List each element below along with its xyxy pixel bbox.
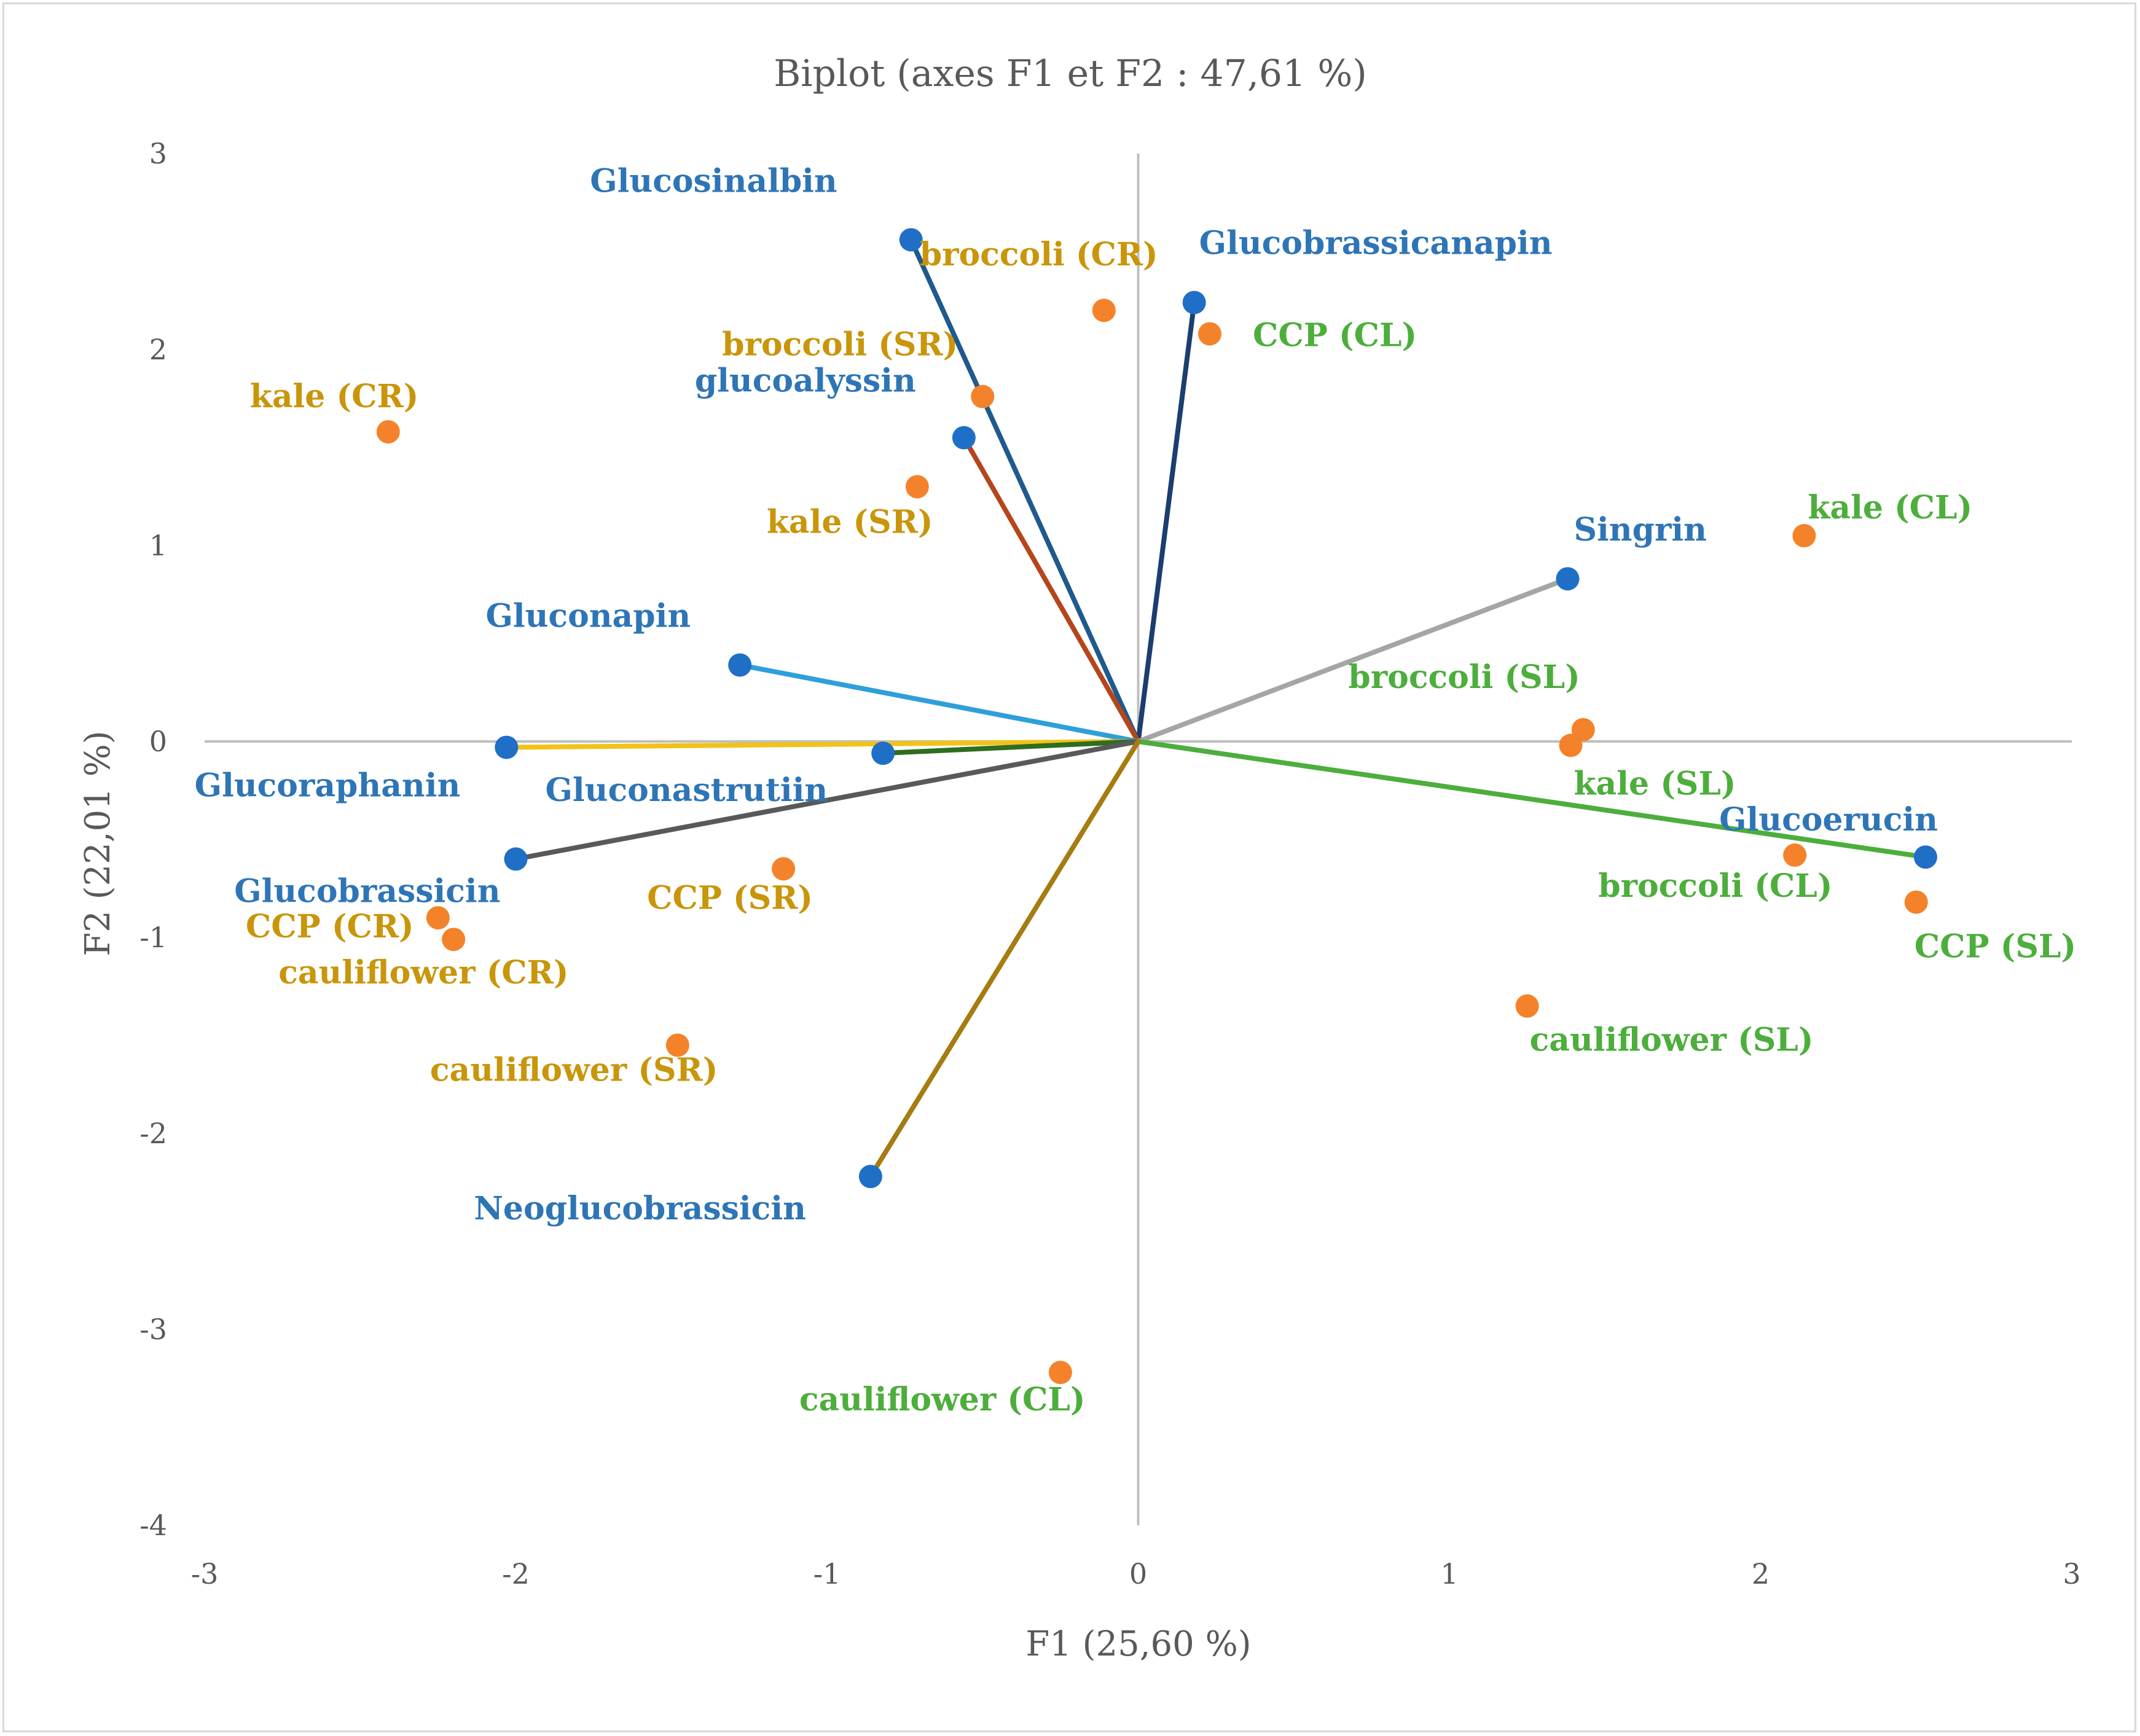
vector-neoglucobrassicin bbox=[868, 739, 1141, 1179]
y-tick-label: -4 bbox=[139, 1509, 167, 1542]
observation-point-ccp-sl bbox=[1904, 890, 1928, 914]
variable-label-glucobrassicin: Glucobrassicin bbox=[234, 872, 500, 910]
y-tick-label: -3 bbox=[139, 1313, 167, 1346]
observation-label-ccp-sl: CCP (SL) bbox=[1915, 928, 2076, 966]
observation-label-broccoli-cl: broccoli (CL) bbox=[1598, 867, 1832, 905]
x-tick-label: 0 bbox=[1129, 1557, 1147, 1590]
observation-point-broccoli-cr bbox=[1092, 299, 1116, 323]
y-tick-label: 3 bbox=[149, 137, 167, 170]
observation-label-kale-sr: kale (SR) bbox=[767, 503, 933, 541]
y-tick-label: 1 bbox=[149, 529, 167, 562]
x-tick-label: 2 bbox=[1752, 1557, 1770, 1590]
variable-point-glucoerucin bbox=[1913, 845, 1937, 869]
x-tick-label: -1 bbox=[813, 1557, 841, 1590]
observation-label-cauliflower-sr: cauliflower (SR) bbox=[430, 1051, 718, 1089]
observation-label-broccoli-sl: broccoli (SL) bbox=[1348, 659, 1580, 696]
vector-gluconapin bbox=[737, 662, 1141, 744]
variable-point-gluconastrutiin bbox=[871, 741, 895, 765]
variable-point-glucobrassicin bbox=[504, 847, 528, 871]
observation-label-kale-cl: kale (CL) bbox=[1808, 489, 1972, 526]
x-tick-label: -3 bbox=[191, 1557, 219, 1590]
variable-label-glucoalyssin: glucoalyssin bbox=[695, 362, 916, 400]
observation-point-cauliflower-cl bbox=[1048, 1361, 1072, 1385]
variable-label-glucobrassicanapin: Glucobrassicanapin bbox=[1199, 224, 1553, 262]
observation-label-ccp-cl: CCP (CL) bbox=[1253, 316, 1417, 354]
observation-label-cauliflower-cr: cauliflower (CR) bbox=[278, 954, 568, 991]
variable-point-neoglucobrassicin bbox=[858, 1165, 882, 1189]
observation-label-cauliflower-sl: cauliflower (SL) bbox=[1530, 1022, 1814, 1059]
y-tick-label: -2 bbox=[139, 1117, 167, 1150]
variable-point-singrin bbox=[1556, 567, 1580, 591]
observation-point-broccoli-cl bbox=[1783, 843, 1807, 867]
vector-glucobrassicanapin bbox=[1135, 300, 1197, 744]
points bbox=[376, 228, 1937, 1385]
x-tick-label: 1 bbox=[1440, 1557, 1458, 1590]
observation-point-ccp-sr bbox=[772, 857, 796, 881]
chart-title: Biplot (axes F1 et F2 : 47,61 %) bbox=[774, 52, 1367, 95]
x-tick-label: -2 bbox=[502, 1557, 530, 1590]
variable-label-glucoraphanin: Glucoraphanin bbox=[195, 767, 461, 805]
variable-point-glucoalyssin bbox=[952, 426, 976, 450]
variable-point-glucoraphanin bbox=[495, 735, 519, 759]
variable-label-glucoerucin: Glucoerucin bbox=[1719, 801, 1938, 839]
vector-glucobrassicin bbox=[513, 739, 1141, 862]
observation-label-cauliflower-cl: cauliflower (CL) bbox=[799, 1381, 1086, 1418]
y-axis-title: F2 (22,01 %) bbox=[78, 730, 118, 956]
y-tick-label: -1 bbox=[139, 921, 167, 954]
observation-label-broccoli-cr: broccoli (CR) bbox=[920, 236, 1158, 273]
vector-glucoraphanin bbox=[504, 739, 1141, 750]
point-labels: Glucosinalbin Glucobrassicanapin glucoalys… bbox=[195, 162, 2076, 1418]
variable-point-glucobrassicanapin bbox=[1182, 291, 1206, 315]
variable-label-neoglucobrassicin: Neoglucobrassicin bbox=[474, 1190, 806, 1227]
variable-point-glucosinalbin bbox=[899, 228, 923, 252]
variable-label-gluconapin: Gluconapin bbox=[485, 598, 691, 635]
x-tick-label: 3 bbox=[2063, 1557, 2080, 1590]
y-tick-label: 0 bbox=[149, 725, 167, 758]
observation-label-ccp-cr: CCP (CR) bbox=[246, 908, 414, 945]
vector-glucoerucin bbox=[1135, 739, 1928, 860]
observation-point-cauliflower-sr bbox=[665, 1033, 689, 1057]
vector-gluconastrutiin bbox=[880, 739, 1141, 756]
observation-point-kale-cl bbox=[1792, 524, 1816, 548]
y-tick-label: 2 bbox=[149, 333, 167, 366]
variable-label-singrin: Singrin bbox=[1574, 511, 1706, 549]
variable-label-gluconastrutiin: Gluconastrutiin bbox=[546, 772, 828, 809]
observation-label-kale-cr: kale (CR) bbox=[250, 378, 418, 415]
variable-point-gluconapin bbox=[728, 653, 752, 677]
x-axis-title: F1 (25,60 %) bbox=[1025, 1624, 1251, 1664]
observation-label-broccoli-sr: broccoli (SR) bbox=[722, 326, 958, 364]
observation-point-kale-sr bbox=[905, 475, 929, 499]
observation-point-ccp-cl bbox=[1197, 322, 1221, 346]
observation-point-cauliflower-sl bbox=[1515, 994, 1539, 1018]
observation-point-ccp-cr bbox=[426, 906, 450, 930]
observation-point-kale-sl bbox=[1559, 733, 1583, 757]
vector-glucosinalbin bbox=[908, 237, 1141, 744]
vector-singrin bbox=[1135, 576, 1570, 744]
observation-point-broccoli-sr bbox=[971, 385, 995, 409]
observation-label-kale-sl: kale (SL) bbox=[1574, 765, 1736, 802]
observation-point-broccoli-sl bbox=[1571, 717, 1595, 741]
observation-label-ccp-sr: CCP (SR) bbox=[647, 879, 813, 917]
vector-glucoalyssin bbox=[961, 435, 1141, 744]
observation-point-kale-cr bbox=[376, 420, 400, 444]
variable-label-glucosinalbin: Glucosinalbin bbox=[590, 162, 837, 200]
observation-point-cauliflower-cr bbox=[442, 928, 466, 952]
variable-vectors bbox=[504, 237, 1928, 1179]
